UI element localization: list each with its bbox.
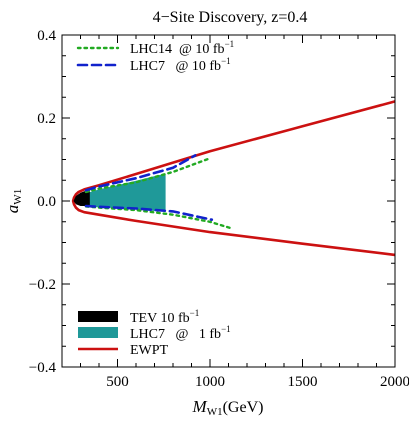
legend-bottom-tev-label: TEV 10 fb−1 <box>130 308 199 326</box>
x-axis-label: MW1(GeV) <box>192 397 264 418</box>
legend-top-lhc7-10-label: LHC7 @ 10 fb−1 <box>130 56 231 74</box>
legend-bottom-tev-swatch <box>78 311 118 322</box>
legend-bottom-ewpt-label: EWPT <box>130 343 169 358</box>
y-tick-label: −0.2 <box>29 277 56 293</box>
x-tick-label: 2000 <box>380 374 409 390</box>
y-tick-label: 0.4 <box>37 28 56 44</box>
x-tick-label: 1000 <box>195 374 225 390</box>
y-tick-label: 0.0 <box>37 194 56 210</box>
legend-bottom-lhc7-1-label: LHC7 @ 1 fb−1 <box>130 324 231 342</box>
series-lhc7-1-region <box>87 173 166 212</box>
y-axis-label: aW1 <box>3 189 24 213</box>
plot-series <box>71 100 396 257</box>
series-lhc7-10-lower-curve <box>84 204 214 221</box>
y-tick-label: −0.4 <box>29 360 57 376</box>
series-lhc14-upper-curve <box>84 157 212 194</box>
axes: 500 1000 1500 2000 −0.4 −0.2 0.0 0.2 0.4 MW1(GeV)… <box>3 28 409 418</box>
x-tick-label: 1500 <box>288 374 318 390</box>
chart-title: 4−Site Discovery, z=0.4 <box>153 9 308 26</box>
series-tev-region <box>73 189 90 206</box>
legend-top-lhc14-label: LHC14 @ 10 fb−1 <box>130 39 234 57</box>
series-ewpt-curve <box>71 100 396 257</box>
y-tick-label: 0.2 <box>37 111 56 127</box>
series-lhc7-10-upper-curve <box>84 154 197 192</box>
legend-bottom-lhc7-1-swatch <box>78 327 118 338</box>
x-tick-label: 500 <box>106 374 129 390</box>
